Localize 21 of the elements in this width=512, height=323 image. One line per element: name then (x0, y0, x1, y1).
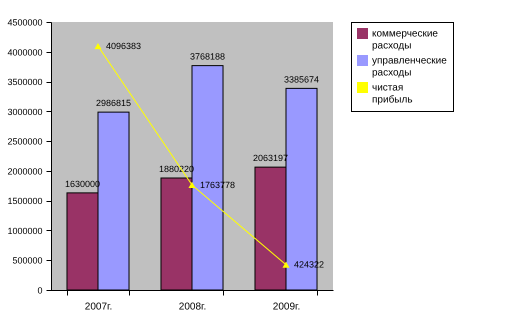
y-tick-label: 1500000 (7, 196, 42, 206)
y-tick-label: 500000 (12, 256, 42, 266)
data-label: 2986815 (96, 98, 132, 108)
point (282, 262, 290, 268)
y-tick-label: 0 (37, 286, 42, 296)
x-tick-label: 2008г. (178, 302, 206, 312)
point (94, 42, 102, 50)
y-tick-label: 3000000 (7, 106, 42, 117)
data-label: 4096383 (106, 41, 142, 52)
data-label: 3768188 (190, 52, 226, 62)
y-tick-label: 2500000 (7, 136, 42, 147)
y-tick-label: 2000000 (7, 166, 42, 176)
y-tick-label: 1000000 (7, 226, 42, 236)
y-tick-label: 4500000 (7, 18, 42, 28)
x-tick-label: 2009г. (272, 302, 300, 312)
y-tick-label: 4000000 (7, 47, 42, 58)
legend-label: чистая прибыль (372, 82, 413, 106)
x-tick-label: 2007г. (84, 302, 112, 312)
y-tick-label: 3500000 (7, 77, 42, 88)
point (188, 182, 196, 188)
data-label: 3385674 (284, 74, 320, 84)
